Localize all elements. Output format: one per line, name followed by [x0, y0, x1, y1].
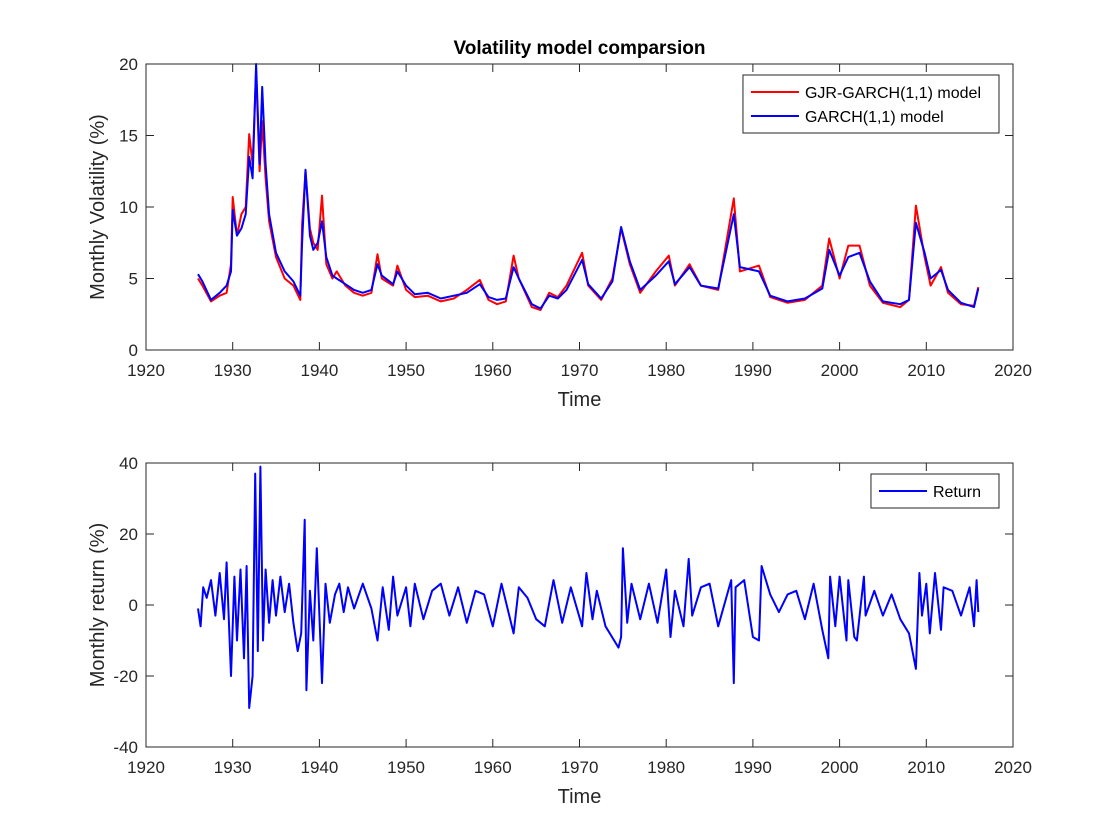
- y-axis-label: Monthly return (%): [87, 523, 109, 688]
- y-tick-label: 0: [129, 596, 138, 615]
- data-line: [197, 465, 980, 709]
- x-tick-label: 1940: [300, 361, 338, 380]
- y-tick-label: 40: [119, 454, 138, 473]
- legend-label: Return: [933, 484, 981, 501]
- data-line: [197, 63, 980, 310]
- y-tick-label: 20: [119, 55, 138, 74]
- x-tick-label: 1920: [127, 758, 165, 777]
- x-tick-label: 1980: [647, 361, 685, 380]
- x-tick-label: 2000: [821, 758, 859, 777]
- x-tick-label: 1960: [474, 361, 512, 380]
- y-tick-label: 0: [129, 341, 138, 360]
- axes-box: [145, 63, 1014, 351]
- x-tick-label: 1990: [734, 361, 772, 380]
- y-tick-label: 15: [119, 127, 138, 146]
- chart-title: Volatility model comparsion: [454, 38, 706, 59]
- legend-label: GARCH(1,1) model: [805, 109, 944, 126]
- x-tick-label: 1990: [734, 758, 772, 777]
- x-tick-label: 1930: [214, 361, 252, 380]
- x-tick-label: 1930: [214, 758, 252, 777]
- x-tick-label: 2010: [907, 758, 945, 777]
- legend-label: GJR-GARCH(1,1) model: [805, 85, 981, 102]
- x-tick-label: 2000: [821, 361, 859, 380]
- x-axis-label: Time: [558, 786, 602, 808]
- x-tick-label: 1920: [127, 361, 165, 380]
- legend-box: [742, 74, 1000, 134]
- y-axis-label: Monthly Volatility (%): [87, 114, 109, 300]
- x-tick-label: 1950: [387, 361, 425, 380]
- x-tick-label: 2020: [994, 758, 1032, 777]
- x-tick-label: 2010: [907, 361, 945, 380]
- y-tick-label: -40: [113, 738, 138, 757]
- x-tick-label: 1970: [561, 758, 599, 777]
- x-tick-label: 1960: [474, 758, 512, 777]
- x-tick-label: 1970: [561, 361, 599, 380]
- legend: Return: [870, 473, 1000, 509]
- x-tick-label: 1950: [387, 758, 425, 777]
- x-tick-label: 1940: [300, 758, 338, 777]
- x-tick-label: 2020: [994, 361, 1032, 380]
- y-tick-label: 5: [129, 270, 138, 289]
- x-axis-label: Time: [558, 389, 602, 411]
- y-tick-label: 20: [119, 525, 138, 544]
- y-tick-label: -20: [113, 667, 138, 686]
- y-tick-label: 10: [119, 198, 138, 217]
- axes-box: [145, 462, 1014, 748]
- x-tick-label: 1980: [647, 758, 685, 777]
- legend: GJR-GARCH(1,1) model GARCH(1,1) model: [742, 74, 1000, 134]
